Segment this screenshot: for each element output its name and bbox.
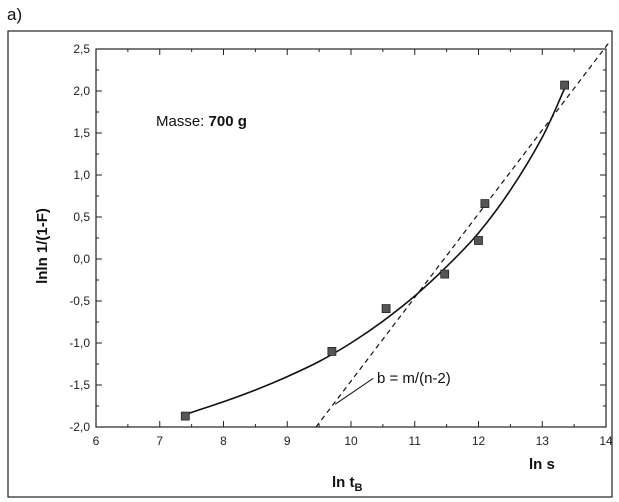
- x-tick-label: 10: [344, 434, 358, 448]
- y-tick-label: 1,5: [73, 126, 90, 140]
- x-tick-label: 8: [220, 434, 227, 448]
- data-points: [180, 80, 569, 421]
- x-tick-label: 11: [409, 434, 422, 448]
- panel-label: a): [7, 5, 22, 24]
- x-tick-label: 12: [472, 434, 486, 448]
- y-tick-labels: -2,0 -1,5 -1,0 -0,5 0,0 0,5 1,0 1,5 2,0 2,5: [69, 42, 90, 434]
- y-tick-label: -0,5: [69, 294, 90, 308]
- data-point: [180, 411, 190, 421]
- data-point: [327, 346, 337, 356]
- plot-frame: [95, 48, 607, 428]
- x-tick-label: 7: [156, 434, 163, 448]
- x-axis-subscript: B: [355, 482, 363, 494]
- mass-annotation: Masse: 700 g: [156, 113, 247, 130]
- x-tick-labels: 6 7 8 9 10 11 12 13 14: [93, 434, 613, 448]
- x-tick-label: 13: [536, 434, 550, 448]
- axis-ticks: [95, 48, 607, 428]
- y-tick-label: -1,5: [69, 378, 90, 392]
- y-tick-label: 1,0: [73, 168, 90, 182]
- y-tick-label: 2,0: [73, 84, 90, 98]
- y-tick-label: 0,5: [73, 210, 90, 224]
- x-axis-title: ln tB: [332, 474, 363, 494]
- y-tick-label: 2,5: [73, 42, 90, 56]
- outer-frame: [7, 30, 613, 498]
- slope-leader-line: [334, 377, 374, 405]
- x-tick-label: 14: [599, 434, 613, 448]
- data-point: [560, 80, 569, 90]
- data-point: [480, 199, 490, 209]
- x-tick-label: 9: [284, 434, 291, 448]
- slope-annotation: b = m/(n-2): [377, 370, 451, 387]
- y-tick-label: 0,0: [73, 252, 90, 266]
- data-point: [440, 269, 450, 279]
- y-tick-label: -1,0: [69, 336, 90, 350]
- data-point: [381, 304, 391, 314]
- x-tick-label: 6: [93, 434, 100, 448]
- data-point: [474, 236, 483, 245]
- y-axis-title: lnln 1/(1-F): [34, 208, 51, 284]
- fit-curve: [185, 88, 566, 416]
- y-tick-label: -2,0: [69, 420, 90, 434]
- x-axis-secondary-title: ln s: [529, 456, 555, 473]
- tangent-line: [315, 41, 610, 428]
